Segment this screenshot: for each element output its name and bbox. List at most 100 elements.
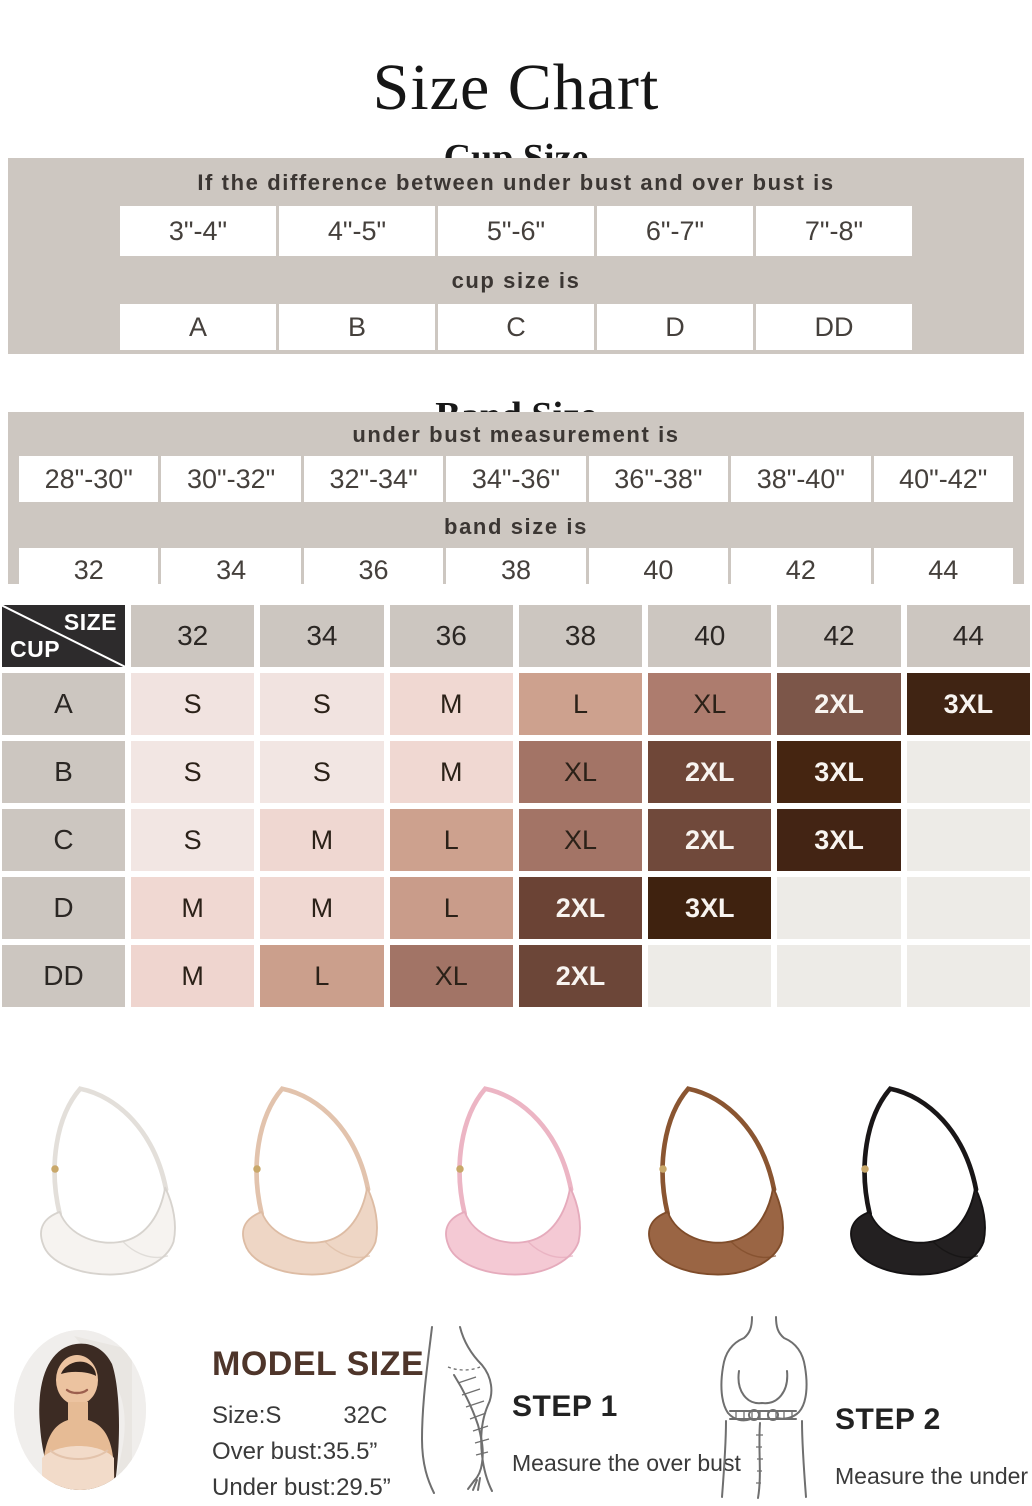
model-size-details: Size:S 32C Over bust:35.5” Under bust:29.… — [212, 1398, 424, 1506]
band-measurement-cell: 32"-34" — [303, 456, 444, 502]
step-2-title: STEP 2 — [835, 1403, 941, 1436]
matrix-size-cell: 3XL — [648, 877, 772, 939]
matrix-size-cell: 2XL — [518, 877, 643, 939]
cup-difference-cell: 7"-8" — [756, 206, 912, 256]
band-number-row: 32 34 36 38 40 42 44 — [19, 548, 1013, 592]
cup-size-panel: If the difference between under bust and… — [8, 158, 1024, 354]
band-measurement-cell: 30"-32" — [161, 456, 301, 502]
product-bra-beige — [242, 1086, 379, 1276]
matrix-empty-cell — [906, 877, 1030, 939]
matrix-size-cell: L — [389, 809, 513, 871]
matrix-size-cell: XL — [518, 741, 643, 803]
matrix-size-cell: S — [131, 741, 255, 803]
band-number-cell: 42 — [731, 548, 871, 592]
band-condition-label: under bust measurement is — [352, 422, 680, 447]
step-2-caption: Measure the under bust — [835, 1463, 1032, 1489]
matrix-band-header: 36 — [389, 605, 513, 667]
matrix-size-cell: L — [518, 673, 643, 735]
matrix-size-cell: 3XL — [777, 741, 901, 803]
corner-cup-label: CUP — [10, 636, 61, 662]
matrix-size-cell: M — [131, 877, 255, 939]
band-measurement-cell: 34"-36" — [446, 456, 586, 502]
band-number-cell: 34 — [161, 548, 301, 592]
step-1-block: STEP 1 Measure the over bust — [512, 1390, 741, 1477]
band-size-panel: under bust measurement is 28"-30" 30"-32"… — [8, 412, 1024, 592]
step-1-caption: Measure the over bust — [512, 1450, 741, 1476]
band-result-label: band size is — [444, 514, 588, 539]
band-measurement-row: 28"-30" 30"-32" 32"-34" 34"-36" 36"-38" 38"-4… — [19, 456, 1013, 502]
matrix-size-cell: 3XL — [777, 809, 901, 871]
model-size-heading: MODEL SIZE — [212, 1345, 425, 1383]
measure-overbust-figure — [421, 1326, 493, 1494]
matrix-size-cell: S — [131, 809, 255, 871]
band-number-cell: 44 — [873, 548, 1013, 592]
cup-letter-cell: A — [120, 304, 276, 350]
step-1-title: STEP 1 — [512, 1390, 618, 1423]
band-number-cell: 38 — [446, 548, 586, 592]
product-bra-white — [39, 1086, 176, 1276]
band-number-cell: 32 — [19, 548, 159, 592]
model-photo — [14, 1330, 146, 1490]
matrix-size-cell: L — [389, 877, 513, 939]
matrix-empty-cell — [906, 741, 1030, 803]
product-bra-brown — [647, 1086, 784, 1276]
cup-difference-cell: 6"-7" — [597, 206, 753, 256]
matrix-size-cell: M — [260, 809, 384, 871]
matrix-band-header: 34 — [260, 605, 384, 667]
matrix-band-header: 40 — [648, 605, 772, 667]
matrix-empty-cell — [906, 945, 1030, 1007]
matrix-cup-label: B — [2, 741, 125, 803]
matrix-size-cell: M — [260, 877, 384, 939]
cup-result-label: cup size is — [451, 268, 581, 293]
measure-underbust-figure — [720, 1316, 808, 1499]
band-measurement-cell: 40"-42" — [873, 456, 1013, 502]
size-cup-matrix: SIZE CUP 32 34 36 38 40 42 44 A S S M L XL 2XL 3XL B S S M… — [2, 605, 1030, 1007]
cup-letter-cell: B — [279, 304, 435, 350]
page-title: Size Chart — [372, 51, 660, 125]
model-photo-image — [14, 1330, 146, 1490]
matrix-cup-label: C — [2, 809, 125, 871]
matrix-empty-cell — [777, 877, 901, 939]
cup-letter-cell: DD — [756, 304, 912, 350]
model-size-block: MODEL SIZE Size:S 32C Over bust:35.5” Und… — [212, 1345, 424, 1506]
product-color-row — [0, 1048, 1032, 1303]
cup-letter-cell: C — [438, 304, 594, 350]
model-size-line: Size:S 32C — [212, 1402, 388, 1429]
matrix-empty-cell — [906, 809, 1030, 871]
matrix-size-cell: XL — [648, 673, 772, 735]
model-overbust-line: Over bust:35.5” — [212, 1438, 378, 1465]
matrix-cup-label: A — [2, 673, 125, 735]
cup-difference-cell: 4"-5" — [279, 206, 435, 256]
cup-difference-cell: 3"-4" — [120, 206, 276, 256]
matrix-size-cell: S — [260, 741, 384, 803]
band-measurement-cell: 38"-40" — [731, 456, 871, 502]
matrix-empty-cell — [777, 945, 901, 1007]
cup-letter-cell: D — [597, 304, 753, 350]
matrix-size-cell: M — [389, 741, 513, 803]
matrix-size-cell: 2XL — [518, 945, 643, 1007]
cup-condition-label: If the difference between under bust and… — [197, 170, 835, 195]
band-number-cell: 36 — [303, 548, 444, 592]
matrix-band-header: 32 — [131, 605, 255, 667]
matrix-band-header: 38 — [518, 605, 643, 667]
band-measurement-cell: 28"-30" — [19, 456, 159, 502]
cup-letter-row: A B C D DD — [120, 304, 912, 350]
matrix-size-cell: XL — [389, 945, 513, 1007]
band-measurement-cell: 36"-38" — [588, 456, 729, 502]
matrix-cup-label: DD — [2, 945, 125, 1007]
corner-size-label: SIZE — [63, 609, 117, 635]
bottom-info-section: MODEL SIZE Size:S 32C Over bust:35.5” Und… — [0, 1315, 1032, 1501]
matrix-size-cell: XL — [518, 809, 643, 871]
matrix-size-cell: S — [131, 673, 255, 735]
model-underbust-line: Under bust:29.5” — [212, 1474, 391, 1501]
matrix-size-cell: 2XL — [648, 741, 772, 803]
matrix-size-cell: M — [389, 673, 513, 735]
cup-difference-cell: 5"-6" — [438, 206, 594, 256]
matrix-cup-label: D — [2, 877, 125, 939]
band-number-cell: 40 — [588, 548, 729, 592]
matrix-size-cell: S — [260, 673, 384, 735]
matrix-empty-cell — [648, 945, 772, 1007]
matrix-size-cell: L — [260, 945, 384, 1007]
cup-difference-row: 3"-4" 4"-5" 5"-6" 6"-7" 7"-8" — [120, 206, 912, 256]
product-bra-pink — [445, 1086, 581, 1276]
